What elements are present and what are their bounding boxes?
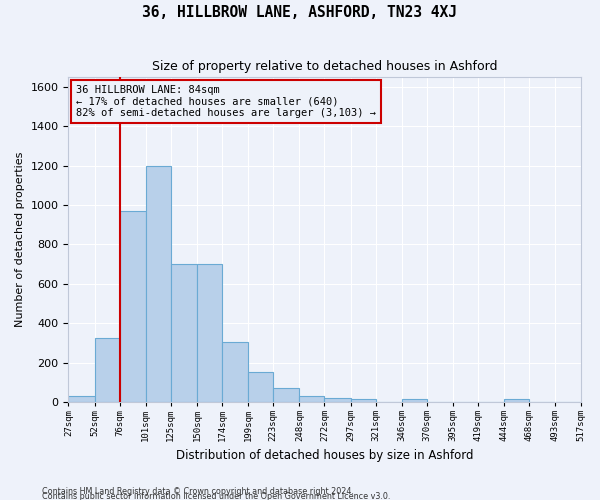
Bar: [146, 166, 171, 402]
Text: 36 HILLBROW LANE: 84sqm
← 17% of detached houses are smaller (640)
82% of semi-d: 36 HILLBROW LANE: 84sqm ← 17% of detache…: [76, 85, 376, 118]
Y-axis label: Number of detached properties: Number of detached properties: [15, 152, 25, 327]
Text: Contains public sector information licensed under the Open Government Licence v3: Contains public sector information licen…: [42, 492, 391, 500]
Bar: [248, 372, 273, 402]
Bar: [402, 399, 427, 402]
Bar: [504, 399, 529, 402]
Bar: [119, 211, 146, 402]
Bar: [350, 399, 376, 402]
Bar: [171, 264, 197, 402]
Bar: [273, 388, 299, 402]
Text: Contains HM Land Registry data © Crown copyright and database right 2024.: Contains HM Land Registry data © Crown c…: [42, 486, 354, 496]
X-axis label: Distribution of detached houses by size in Ashford: Distribution of detached houses by size …: [176, 450, 473, 462]
Bar: [68, 396, 95, 402]
Title: Size of property relative to detached houses in Ashford: Size of property relative to detached ho…: [152, 60, 497, 73]
Bar: [325, 398, 350, 402]
Text: 36, HILLBROW LANE, ASHFORD, TN23 4XJ: 36, HILLBROW LANE, ASHFORD, TN23 4XJ: [143, 5, 458, 20]
Bar: [197, 264, 222, 402]
Bar: [95, 338, 119, 402]
Bar: [299, 396, 325, 402]
Bar: [222, 342, 248, 402]
